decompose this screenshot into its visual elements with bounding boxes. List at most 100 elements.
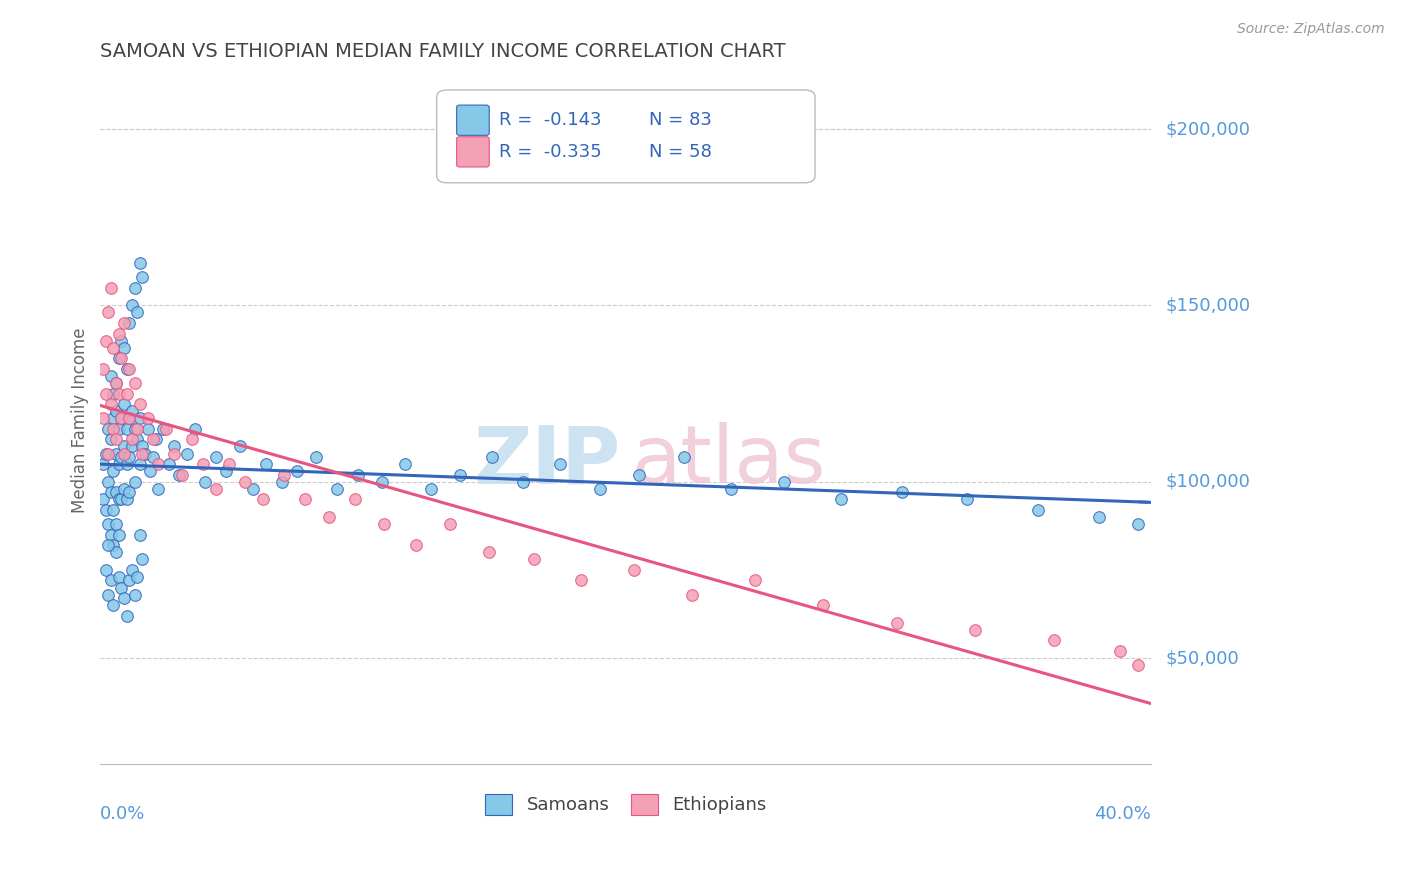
Point bbox=[94, 334, 117, 348]
Point bbox=[170, 467, 193, 482]
Point bbox=[481, 450, 503, 464]
Point bbox=[965, 623, 987, 637]
Point bbox=[107, 457, 129, 471]
Point bbox=[100, 527, 122, 541]
Point bbox=[672, 450, 695, 464]
Point bbox=[110, 351, 132, 366]
Point bbox=[112, 397, 135, 411]
Point bbox=[105, 376, 128, 390]
Point bbox=[105, 545, 128, 559]
Point bbox=[105, 516, 128, 531]
Text: N = 83: N = 83 bbox=[650, 112, 711, 129]
Point bbox=[205, 450, 228, 464]
Point bbox=[121, 440, 143, 454]
Point bbox=[94, 386, 117, 401]
Point bbox=[772, 475, 794, 489]
Y-axis label: Median Family Income: Median Family Income bbox=[72, 327, 89, 513]
Point bbox=[97, 538, 120, 552]
Point bbox=[110, 411, 132, 425]
Point bbox=[394, 457, 416, 471]
Point bbox=[623, 563, 645, 577]
Text: R =  -0.335: R = -0.335 bbox=[499, 143, 602, 161]
Point bbox=[115, 422, 138, 436]
Point bbox=[370, 475, 392, 489]
Point bbox=[112, 316, 135, 330]
Point bbox=[91, 457, 114, 471]
Point bbox=[420, 482, 443, 496]
Point bbox=[1043, 633, 1066, 648]
Point bbox=[449, 467, 471, 482]
Point bbox=[97, 422, 120, 436]
Point bbox=[681, 588, 703, 602]
Point bbox=[254, 457, 277, 471]
Point bbox=[112, 446, 135, 460]
Point bbox=[318, 510, 340, 524]
FancyBboxPatch shape bbox=[457, 105, 489, 136]
Point bbox=[287, 464, 309, 478]
Point bbox=[97, 446, 120, 460]
Point bbox=[167, 467, 190, 482]
Point bbox=[720, 482, 742, 496]
Point bbox=[105, 376, 128, 390]
Point bbox=[439, 516, 461, 531]
Point bbox=[124, 475, 146, 489]
Point bbox=[228, 440, 250, 454]
Point bbox=[294, 492, 316, 507]
Point bbox=[136, 411, 159, 425]
Point bbox=[142, 433, 165, 447]
Legend: Samoans, Ethiopians: Samoans, Ethiopians bbox=[475, 785, 776, 823]
Text: $100,000: $100,000 bbox=[1166, 473, 1250, 491]
Point bbox=[163, 440, 186, 454]
Point bbox=[105, 433, 128, 447]
Point bbox=[124, 422, 146, 436]
Point bbox=[121, 563, 143, 577]
Point bbox=[107, 386, 129, 401]
Point bbox=[100, 397, 122, 411]
Text: Source: ZipAtlas.com: Source: ZipAtlas.com bbox=[1237, 22, 1385, 37]
Point bbox=[194, 475, 217, 489]
Point bbox=[1128, 658, 1150, 673]
FancyBboxPatch shape bbox=[437, 90, 815, 183]
Point bbox=[588, 482, 610, 496]
Point bbox=[181, 433, 204, 447]
Point bbox=[112, 482, 135, 496]
Point bbox=[118, 316, 141, 330]
Point bbox=[548, 457, 571, 471]
Point bbox=[105, 446, 128, 460]
Point bbox=[176, 446, 198, 460]
Point bbox=[569, 574, 592, 588]
Point bbox=[512, 475, 534, 489]
Point bbox=[115, 362, 138, 376]
Point bbox=[103, 538, 125, 552]
Point bbox=[110, 411, 132, 425]
Point bbox=[128, 397, 150, 411]
Point bbox=[110, 334, 132, 348]
Point bbox=[131, 440, 153, 454]
Point bbox=[218, 457, 240, 471]
Point bbox=[107, 326, 129, 341]
Point bbox=[124, 281, 146, 295]
Point bbox=[131, 446, 153, 460]
Point bbox=[131, 270, 153, 285]
Point bbox=[97, 516, 120, 531]
Point bbox=[103, 341, 125, 355]
Point bbox=[127, 422, 149, 436]
Point bbox=[523, 552, 546, 566]
Point bbox=[115, 492, 138, 507]
Point bbox=[191, 457, 214, 471]
Point bbox=[94, 503, 117, 517]
Point bbox=[136, 422, 159, 436]
Point bbox=[91, 362, 114, 376]
Text: N = 58: N = 58 bbox=[650, 143, 711, 161]
Point bbox=[273, 467, 295, 482]
Point bbox=[347, 467, 370, 482]
Point bbox=[103, 464, 125, 478]
Point bbox=[107, 527, 129, 541]
Point bbox=[103, 598, 125, 612]
Point bbox=[118, 362, 141, 376]
Point bbox=[115, 386, 138, 401]
Point bbox=[115, 457, 138, 471]
Point bbox=[107, 422, 129, 436]
Point bbox=[121, 404, 143, 418]
Point bbox=[94, 563, 117, 577]
